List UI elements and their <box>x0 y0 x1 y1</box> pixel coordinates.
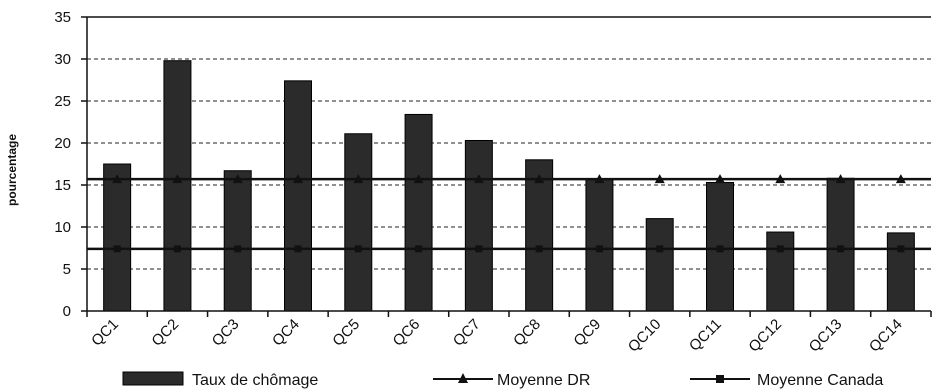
x-tick-label: QC3 <box>209 316 243 350</box>
average-lines <box>87 174 931 253</box>
triangle-marker <box>112 174 123 184</box>
square-marker <box>475 245 483 253</box>
y-tick-label: 10 <box>54 219 71 236</box>
bar <box>464 139 493 312</box>
square-marker <box>776 245 784 253</box>
x-tick-label: QC11 <box>686 316 725 355</box>
x-tick-label: QC6 <box>390 316 424 350</box>
bar <box>103 163 132 312</box>
bar <box>886 232 915 312</box>
bars <box>103 60 915 312</box>
legend-label-canada: Moyenne Canada <box>757 372 883 389</box>
triangle-marker <box>473 174 484 184</box>
triangle-marker <box>353 174 364 184</box>
x-tick-label: QC8 <box>510 316 544 350</box>
bar <box>645 218 674 312</box>
legend-label-dr: Moyenne DR <box>497 372 590 389</box>
triangle-marker <box>232 174 243 184</box>
y-tick-label: 30 <box>54 51 71 68</box>
bar <box>223 170 252 312</box>
y-tick-label: 5 <box>63 261 71 278</box>
square-marker <box>595 245 603 253</box>
bar <box>826 177 855 312</box>
x-tick-label: QC1 <box>88 316 122 350</box>
x-tick-label: QC13 <box>806 316 846 356</box>
triangle-marker <box>594 174 605 184</box>
square-marker <box>897 245 905 253</box>
triangle-marker <box>534 174 545 184</box>
bar <box>163 60 192 312</box>
triangle-marker <box>835 174 846 184</box>
legend-swatch-bar <box>122 371 184 386</box>
triangle-marker <box>654 174 665 184</box>
triangle-marker <box>775 174 786 184</box>
x-tick-label: QC4 <box>269 316 303 350</box>
y-axis-label: pourcentage <box>5 134 19 206</box>
x-tick-label: QC5 <box>329 316 363 350</box>
square-marker <box>354 245 362 253</box>
bar <box>404 113 433 312</box>
y-tick-labels: 0 5 10 15 20 25 30 35 <box>54 9 87 320</box>
y-tick-label: 35 <box>54 9 71 26</box>
legend-triangle-marker <box>458 373 468 383</box>
bar <box>585 178 614 312</box>
legend-label-bar: Taux de chômage <box>192 372 318 389</box>
x-tick-labels: QC1 QC2 QC3 QC4 QC5 QC6 QC7 QC8 QC9 QC10 QC11 QC12 Q… <box>88 316 906 356</box>
bar <box>766 231 795 312</box>
x-tick-label: QC10 <box>625 316 665 356</box>
bar <box>344 133 373 312</box>
y-tick-label: 0 <box>63 303 71 320</box>
triangle-marker <box>895 174 906 184</box>
x-tick-label: QC7 <box>450 316 484 350</box>
triangle-marker <box>413 174 424 184</box>
axes <box>86 16 932 317</box>
square-marker <box>837 245 845 253</box>
triangle-marker <box>715 174 725 184</box>
square-marker <box>716 245 724 253</box>
bar <box>284 80 312 312</box>
y-tick-label: 15 <box>54 177 71 194</box>
x-tick-label: QC9 <box>570 316 604 350</box>
grid-lines <box>87 16 931 270</box>
square-marker <box>234 245 242 253</box>
square-marker <box>173 245 181 253</box>
triangle-marker <box>293 174 303 184</box>
x-tick-label: QC14 <box>866 316 906 356</box>
x-tick-label: QC12 <box>745 316 785 356</box>
square-marker <box>535 245 543 253</box>
square-marker <box>415 245 423 253</box>
y-tick-label: 25 <box>54 93 71 110</box>
legend: Taux de chômage Moyenne DR Moyenne Canada <box>122 371 883 389</box>
legend-square-marker <box>716 375 724 383</box>
triangle-marker <box>172 174 183 184</box>
x-tick-label: QC2 <box>148 316 182 350</box>
y-tick-label: 20 <box>54 135 71 152</box>
square-marker <box>656 245 664 253</box>
square-marker <box>294 245 302 253</box>
square-marker <box>113 245 121 253</box>
